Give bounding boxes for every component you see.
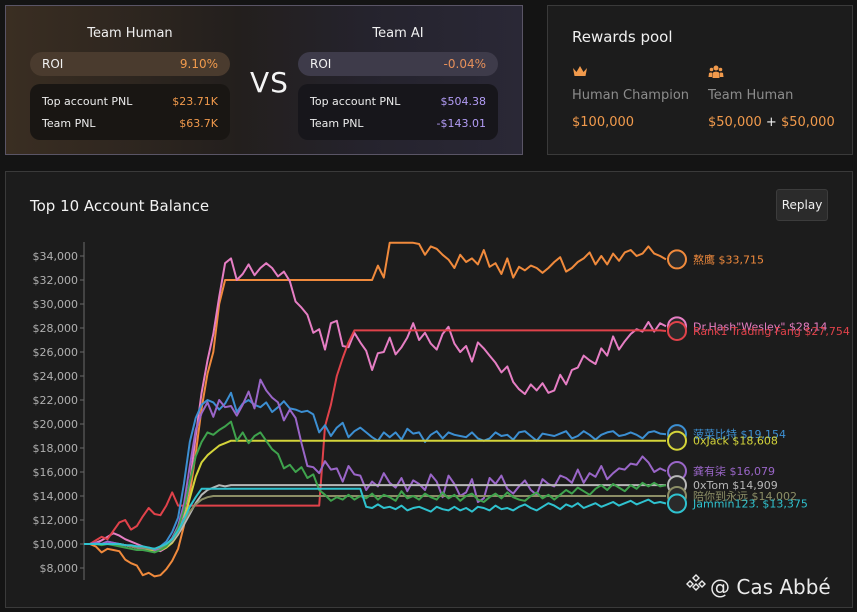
human-champion-value: $100,000 bbox=[572, 115, 635, 130]
series-line bbox=[84, 484, 666, 550]
y-tick-label: $28,000 bbox=[33, 322, 79, 335]
team-human-roi-value: 9.10% bbox=[179, 57, 218, 71]
team-ai-roi-pill: ROI -0.04% bbox=[298, 52, 498, 76]
top-account-pnl-row: Top account PNL $23.71K bbox=[42, 90, 218, 112]
human-champion-reward: Human Champion $100,000 bbox=[572, 64, 689, 130]
team-human-top-pnl-value: $23.71K bbox=[172, 94, 218, 108]
series-end-label: 菠菜比特 $19,154 bbox=[693, 427, 786, 441]
team-ai-roi-value: -0.04% bbox=[443, 57, 486, 71]
watermark: @ Cas Abbé bbox=[686, 574, 831, 599]
series-end-avatar bbox=[667, 430, 687, 451]
series-line bbox=[84, 391, 667, 551]
y-tick-label: $22,000 bbox=[33, 394, 79, 407]
team-comparison-card: Team Human ROI 9.10% Top account PNL $23… bbox=[5, 5, 523, 155]
team-ai-team-pnl-value: -$143.01 bbox=[436, 116, 486, 130]
y-tick-label: $10,000 bbox=[33, 538, 79, 551]
team-human-reward-value-b: $50,000 bbox=[780, 115, 835, 130]
series-line bbox=[84, 487, 667, 550]
y-tick-label: $8,000 bbox=[40, 562, 79, 575]
series-end-label: Jammin123. $13,375 bbox=[692, 498, 808, 511]
top-account-pnl-row: Top account PNL $504.38 bbox=[310, 90, 486, 112]
series-end-label: 0xJack $18,608 bbox=[693, 435, 778, 448]
team-human-reward-value-a: $50,000 bbox=[708, 115, 762, 130]
team-ai-stats: Top account PNL $504.38 Team PNL -$143.0… bbox=[298, 84, 498, 140]
balance-line-chart: $8,000 $10,000 $12,000 $14,000 $16,000 $18,00… bbox=[33, 241, 850, 580]
y-tick-label: $18,000 bbox=[33, 442, 79, 455]
team-pnl-label: Team PNL bbox=[42, 116, 96, 130]
rewards-pool-card: Rewards pool Human Champion $100,000 Tea… bbox=[547, 5, 853, 155]
binance-diamond-icon bbox=[686, 574, 706, 599]
series-end-label: 熬鹰 $33,715 bbox=[693, 252, 764, 266]
team-ai-title: Team AI bbox=[372, 26, 424, 41]
team-pnl-label: Team PNL bbox=[310, 116, 364, 130]
series-end-label: 龚有柒 $16,079 bbox=[693, 464, 775, 478]
team-human-roi-pill: ROI 9.10% bbox=[30, 52, 230, 76]
team-pnl-row: Team PNL $63.7K bbox=[42, 112, 218, 134]
series-end-label: 陪你到永远 $14,002 bbox=[693, 489, 797, 503]
team-pnl-row: Team PNL -$143.01 bbox=[310, 112, 486, 134]
team-human-title: Team Human bbox=[87, 26, 173, 41]
roi-label: ROI bbox=[310, 57, 332, 71]
series-end-label: Rank1 Trading Fang $27,754 bbox=[693, 325, 850, 338]
replay-button[interactable]: Replay bbox=[776, 189, 828, 221]
y-tick-label: $34,000 bbox=[33, 250, 79, 263]
plus-sign: + bbox=[765, 115, 777, 130]
vs-label: VS bbox=[250, 66, 289, 99]
top-10-balance-card: $8,000 $10,000 $12,000 $14,000 $16,000 $18,00… bbox=[5, 171, 853, 608]
rewards-pool-title: Rewards pool bbox=[572, 28, 673, 46]
top-account-pnl-label: Top account PNL bbox=[42, 94, 133, 108]
series-line bbox=[84, 420, 667, 554]
team-ai-top-pnl-value: $504.38 bbox=[440, 94, 487, 108]
watermark-text: @ Cas Abbé bbox=[710, 574, 831, 599]
y-tick-label: $26,000 bbox=[33, 346, 79, 359]
team-icon bbox=[708, 64, 835, 82]
y-tick-label: $30,000 bbox=[33, 298, 79, 311]
team-human-panel: Team Human ROI 9.10% Top account PNL $23… bbox=[30, 6, 230, 140]
y-tick-label: $14,000 bbox=[33, 490, 79, 503]
team-human-team-pnl-value: $63.7K bbox=[179, 116, 218, 130]
series-end-avatar bbox=[667, 249, 687, 270]
series-line bbox=[84, 241, 667, 578]
y-tick-label: $24,000 bbox=[33, 370, 79, 383]
roi-label: ROI bbox=[42, 57, 64, 71]
series-line bbox=[84, 378, 667, 551]
series-end-avatar bbox=[667, 320, 687, 341]
y-tick-label: $12,000 bbox=[33, 514, 79, 527]
chart-title: Top 10 Account Balance bbox=[30, 197, 210, 215]
y-tick-label: $20,000 bbox=[33, 418, 79, 431]
team-ai-panel: Team AI ROI -0.04% Top account PNL $504.… bbox=[298, 6, 498, 140]
series-end-label: 0xTom $14,909 bbox=[693, 479, 778, 492]
team-human-reward-label: Team Human bbox=[708, 88, 794, 103]
crown-icon bbox=[572, 64, 689, 82]
series-end-label: Dr.Hash"Wesley" $28,14 bbox=[693, 320, 827, 333]
y-tick-label: $16,000 bbox=[33, 466, 79, 479]
human-champion-label: Human Champion bbox=[572, 88, 690, 103]
series-end-avatar bbox=[667, 493, 687, 514]
y-tick-label: $32,000 bbox=[33, 274, 79, 287]
top-account-pnl-label: Top account PNL bbox=[310, 94, 401, 108]
team-human-reward: Team Human $50,000 + $50,000 bbox=[708, 64, 835, 130]
team-human-stats: Top account PNL $23.71K Team PNL $63.7K bbox=[30, 84, 230, 140]
team-human-reward-value: $50,000 + $50,000 bbox=[708, 115, 835, 130]
